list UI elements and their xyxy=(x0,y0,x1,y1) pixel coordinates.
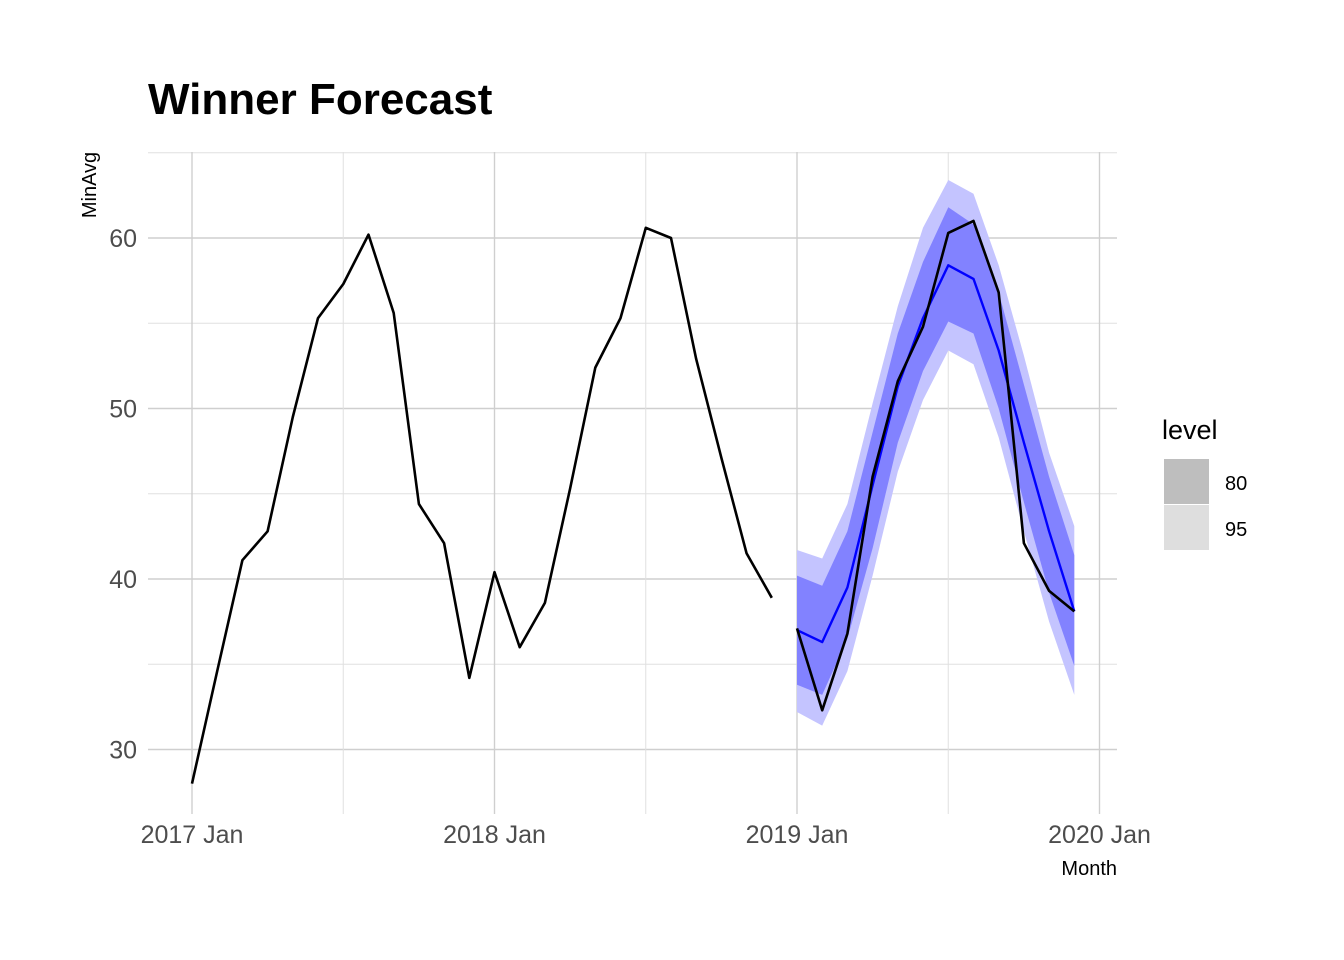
y-tick-label: 50 xyxy=(109,396,137,424)
actual-series-layer xyxy=(190,219,1076,784)
y-tick-label: 30 xyxy=(109,737,137,765)
x-tick-label: 2018 Jan xyxy=(443,821,546,849)
band-80-layer xyxy=(797,207,1075,695)
x-tick-label: 2017 Jan xyxy=(141,821,244,849)
forecast-mean-layer xyxy=(796,264,1076,644)
y-tick-label: 60 xyxy=(109,225,137,253)
legend: level 80 95 xyxy=(1162,415,1247,550)
legend-key-95 xyxy=(1164,505,1209,550)
y-axis-title: MinAvg xyxy=(79,152,101,218)
y-axis-ticks: 30 40 50 60 xyxy=(109,225,137,765)
x-tick-label: 2020 Jan xyxy=(1048,821,1151,849)
chart-title: Winner Forecast xyxy=(148,75,493,124)
x-tick-label: 2019 Jan xyxy=(746,821,849,849)
x-axis-title: Month xyxy=(1061,858,1117,880)
y-tick-label: 40 xyxy=(109,566,137,594)
legend-title: level xyxy=(1162,415,1218,445)
legend-label-80: 80 xyxy=(1225,473,1247,495)
actual-line-test xyxy=(795,219,1076,712)
legend-key-80 xyxy=(1164,459,1209,504)
band-80 xyxy=(797,207,1075,695)
x-axis-ticks: 2017 Jan 2018 Jan 2019 Jan 2020 Jan xyxy=(141,821,1151,849)
forecast-mean-line xyxy=(796,264,1076,644)
legend-label-95: 95 xyxy=(1225,519,1247,541)
actual-line-history xyxy=(190,226,773,784)
